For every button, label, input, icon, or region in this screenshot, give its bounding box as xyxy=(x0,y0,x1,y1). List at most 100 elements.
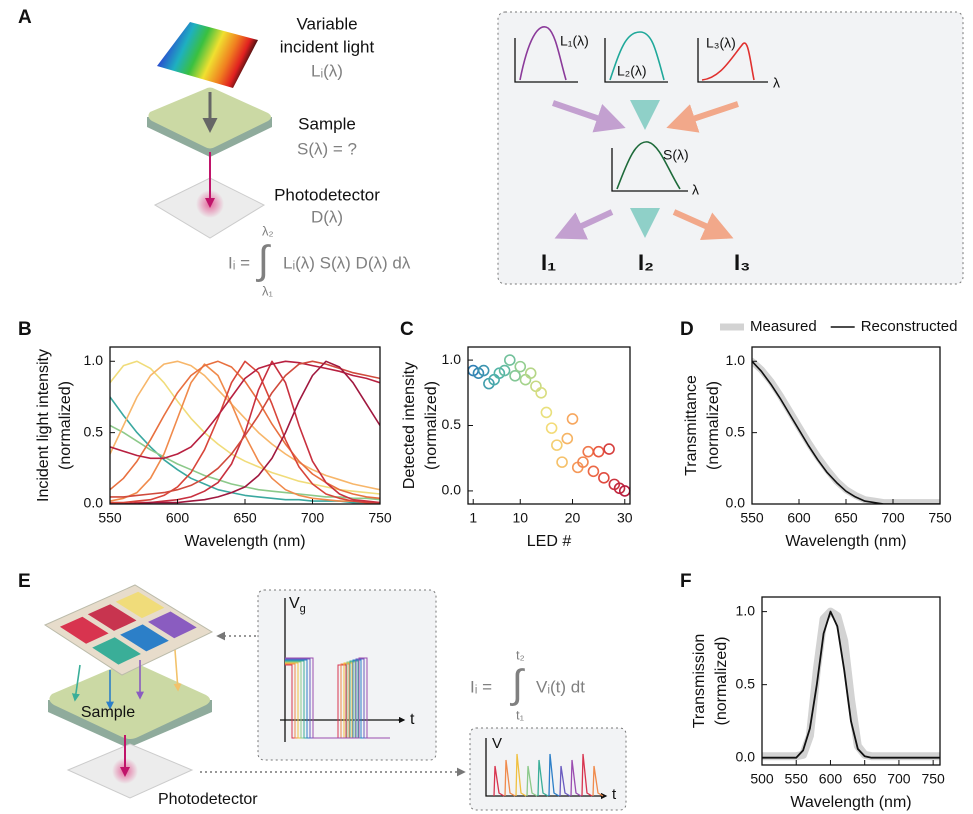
sample-label: S(λ) xyxy=(663,147,689,163)
panel-label: E xyxy=(18,571,31,592)
series-line xyxy=(110,360,380,495)
y-tick-label: 1.0 xyxy=(84,352,104,368)
led-cell xyxy=(59,616,109,644)
x-tick-label: 650 xyxy=(853,771,877,787)
x-tick-label: 700 xyxy=(887,771,911,787)
label: Variable xyxy=(296,14,357,33)
series-line xyxy=(110,360,380,500)
panel-label: C xyxy=(400,319,414,340)
signal-spike xyxy=(592,765,604,797)
y-tick-label: 0.0 xyxy=(726,495,746,511)
symbol: V xyxy=(289,595,300,612)
signal-spike xyxy=(504,759,516,797)
gate-wave xyxy=(285,664,390,739)
panel-a: A Variable incident light Lᵢ(λ) Sample S… xyxy=(18,7,964,298)
gate-wave xyxy=(285,657,390,739)
y-axis-label: Transmittance xyxy=(683,375,700,476)
gate-wave xyxy=(285,658,390,739)
symbol: S(λ) = ? xyxy=(297,139,357,158)
x-tick-label: 700 xyxy=(881,510,905,526)
equation: t₂ xyxy=(516,647,525,662)
equation: Vᵢ(t) dt xyxy=(536,677,585,696)
y-axis-label: (normalized) xyxy=(713,637,730,726)
symbol-sub: g xyxy=(300,603,306,615)
led-cell xyxy=(120,624,169,652)
x-tick-label: 600 xyxy=(166,510,190,526)
led-arrow xyxy=(173,649,182,692)
mini-plots xyxy=(514,26,768,192)
plot-area xyxy=(110,360,380,504)
scheme-box xyxy=(497,11,964,285)
x-tick-label: 550 xyxy=(98,510,122,526)
plot-frame xyxy=(761,596,941,766)
point xyxy=(545,422,558,434)
point xyxy=(577,456,589,468)
label: Photodetector xyxy=(158,791,258,808)
equation: ∫ xyxy=(510,663,526,707)
gate-wave xyxy=(285,663,390,739)
panel-label: F xyxy=(680,571,692,592)
signal-spike xyxy=(570,759,582,797)
y-axis-label: Detected intensity xyxy=(401,362,418,489)
panel-label: B xyxy=(18,319,32,340)
plot-frame xyxy=(467,346,631,505)
point xyxy=(566,413,579,425)
y-tick-label: 0.0 xyxy=(736,748,756,764)
y-tick-label: 1.0 xyxy=(442,351,462,367)
plot-frame xyxy=(751,346,941,505)
point xyxy=(524,367,537,379)
equation: λ₂ xyxy=(262,223,274,238)
output: I₁ xyxy=(541,250,556,275)
led-board xyxy=(43,584,214,676)
source-label: L₁(λ) xyxy=(560,33,589,49)
series-line xyxy=(110,360,380,498)
y-tick-label: 0.5 xyxy=(442,416,462,432)
x-tick-label: 750 xyxy=(921,771,945,787)
symbol: Lᵢ(λ) xyxy=(311,61,343,80)
x-tick-label: 750 xyxy=(368,510,392,526)
led-arrow xyxy=(71,664,81,702)
led-cell xyxy=(115,591,165,619)
y-tick-label: 0.5 xyxy=(726,423,746,439)
y-tick-label: 0.0 xyxy=(442,482,462,498)
point xyxy=(556,456,568,468)
x-tick-label: 30 xyxy=(617,510,633,526)
equation: Iᵢ = xyxy=(228,253,250,272)
point xyxy=(561,432,574,445)
output: I₂ xyxy=(638,250,654,275)
plot-area xyxy=(752,357,940,504)
gate-wave xyxy=(285,660,390,739)
signal-spike xyxy=(515,753,527,797)
x-tick-label: 700 xyxy=(301,510,325,526)
label: Sample xyxy=(81,704,135,721)
equation: Lᵢ(λ) S(λ) D(λ) dλ xyxy=(283,253,411,272)
point xyxy=(519,373,532,386)
point xyxy=(603,443,615,455)
equation: Iᵢ = xyxy=(470,677,492,696)
charts: B 550 600 650 700 750 0.0 0.5 1.0 Wavelength (nm)… xyxy=(18,318,957,811)
point xyxy=(587,465,600,478)
x-tick-label: 650 xyxy=(834,510,858,526)
source-label: L₂(λ) xyxy=(617,63,647,79)
point xyxy=(509,369,521,382)
x-tick-label: 600 xyxy=(787,510,811,526)
point xyxy=(598,472,610,484)
gate-wave xyxy=(285,661,390,739)
x-tick-label: 10 xyxy=(512,510,528,526)
x-tick-label: 650 xyxy=(233,510,257,526)
series-line xyxy=(762,607,940,761)
panel-label: A xyxy=(18,7,32,28)
equation: ∫ xyxy=(256,239,272,283)
sample xyxy=(49,662,210,739)
y-tick-label: 1.0 xyxy=(726,352,746,368)
signal-spike xyxy=(526,765,538,797)
x-tick-label: 20 xyxy=(565,510,581,526)
point xyxy=(592,445,605,458)
led-cell xyxy=(87,604,137,631)
axis-symbol: t xyxy=(410,711,415,728)
label: Photodetector xyxy=(274,185,380,204)
series-line xyxy=(752,357,940,504)
equation: λ₁ xyxy=(262,283,274,298)
series-line xyxy=(110,360,380,504)
